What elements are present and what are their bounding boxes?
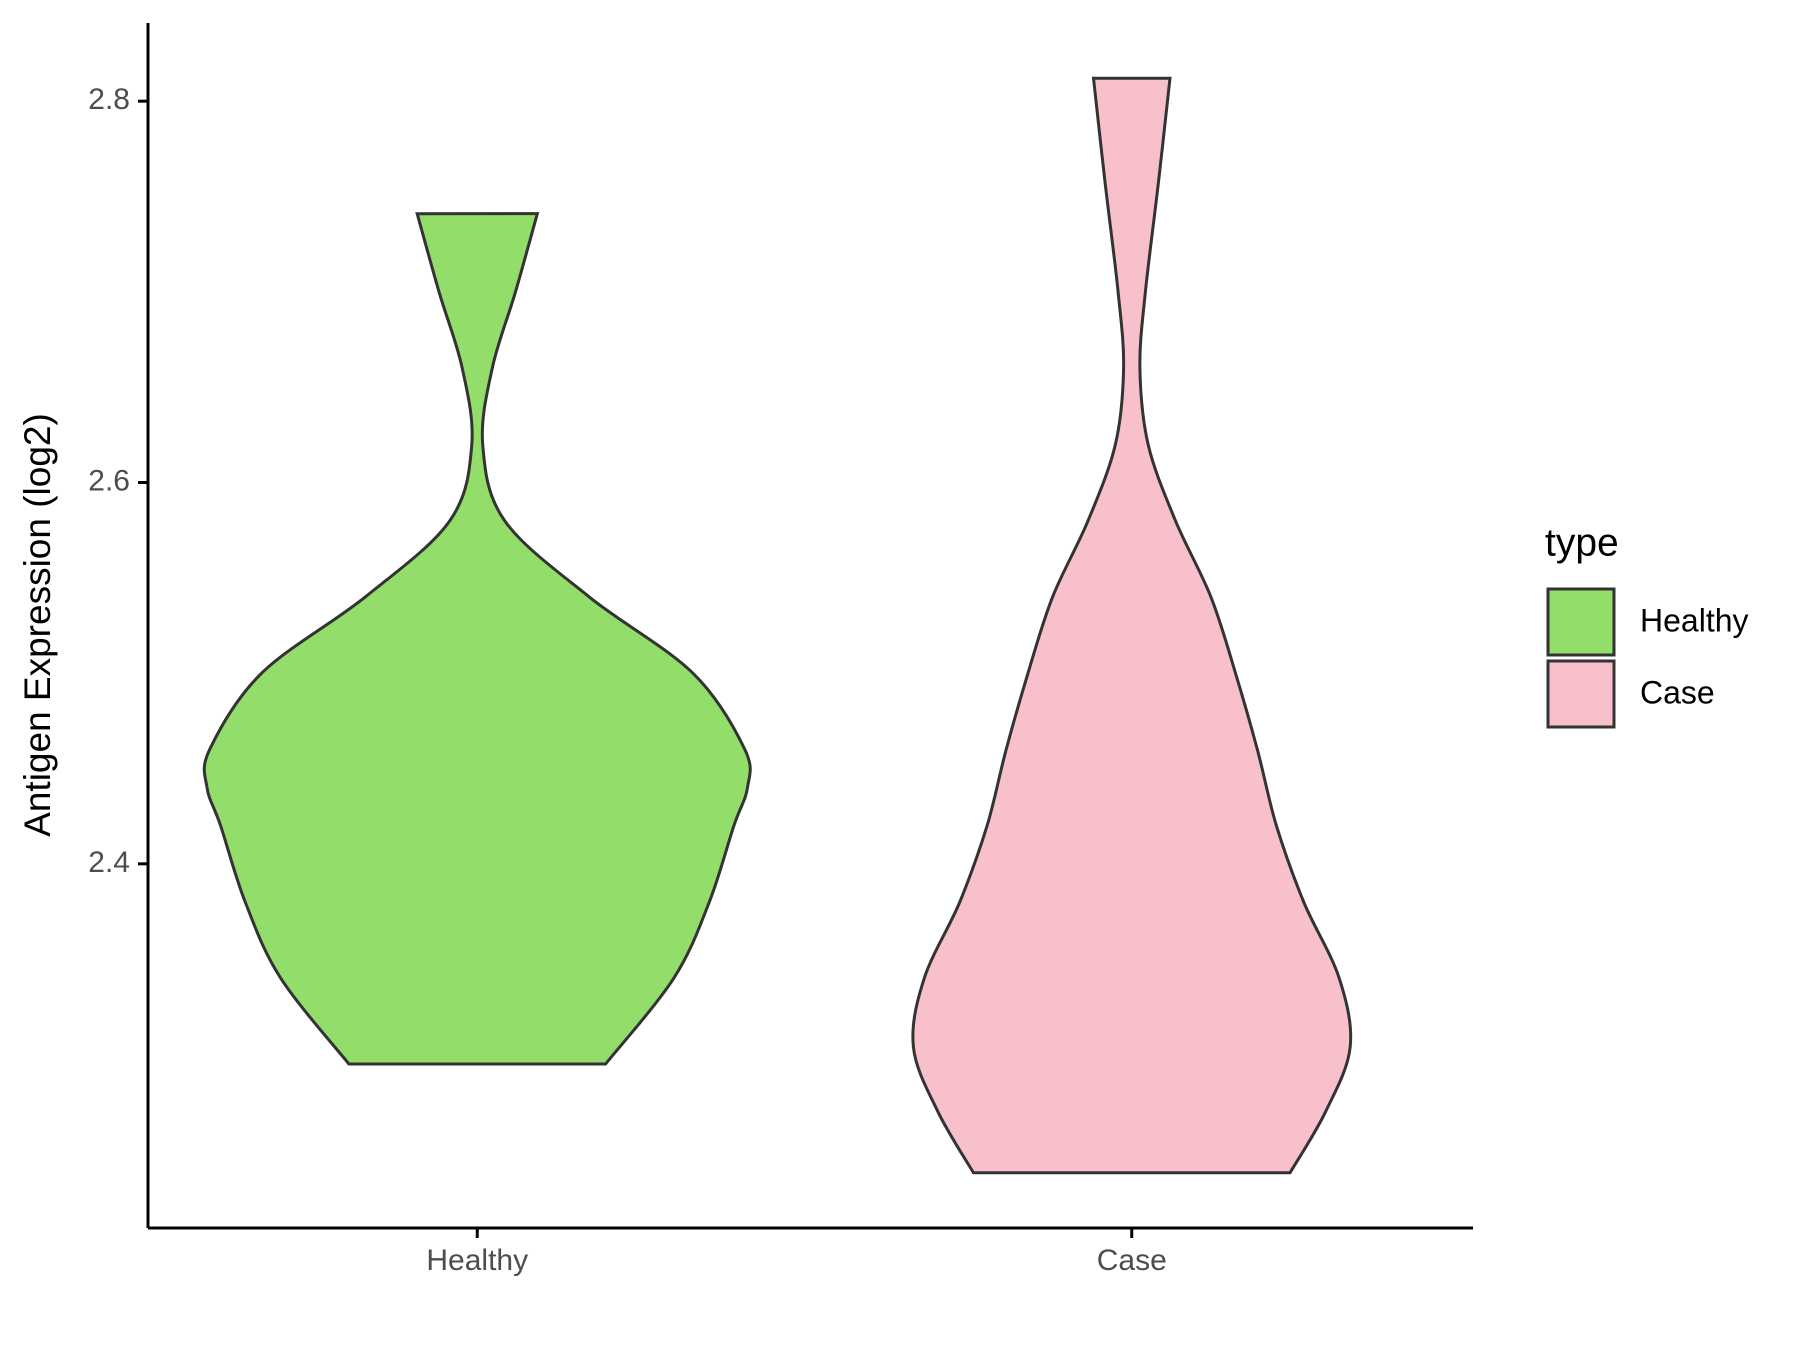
- legend-label: Healthy: [1640, 602, 1749, 638]
- x-tick-label: Case: [1097, 1244, 1167, 1277]
- violin: [202, 212, 752, 1066]
- y-tick-label: 2.6: [88, 464, 130, 497]
- legend-swatch: [1546, 587, 1616, 657]
- legend-label: Case: [1640, 674, 1715, 710]
- legend-title: type: [1545, 521, 1619, 564]
- x-tick-label: Healthy: [426, 1244, 528, 1277]
- y-axis-title: Antigen Expression (log2): [17, 413, 58, 837]
- legend-swatch: [1546, 659, 1616, 729]
- y-tick-label: 2.8: [88, 83, 130, 116]
- violin: [911, 76, 1353, 1175]
- y-tick-label: 2.4: [88, 846, 130, 879]
